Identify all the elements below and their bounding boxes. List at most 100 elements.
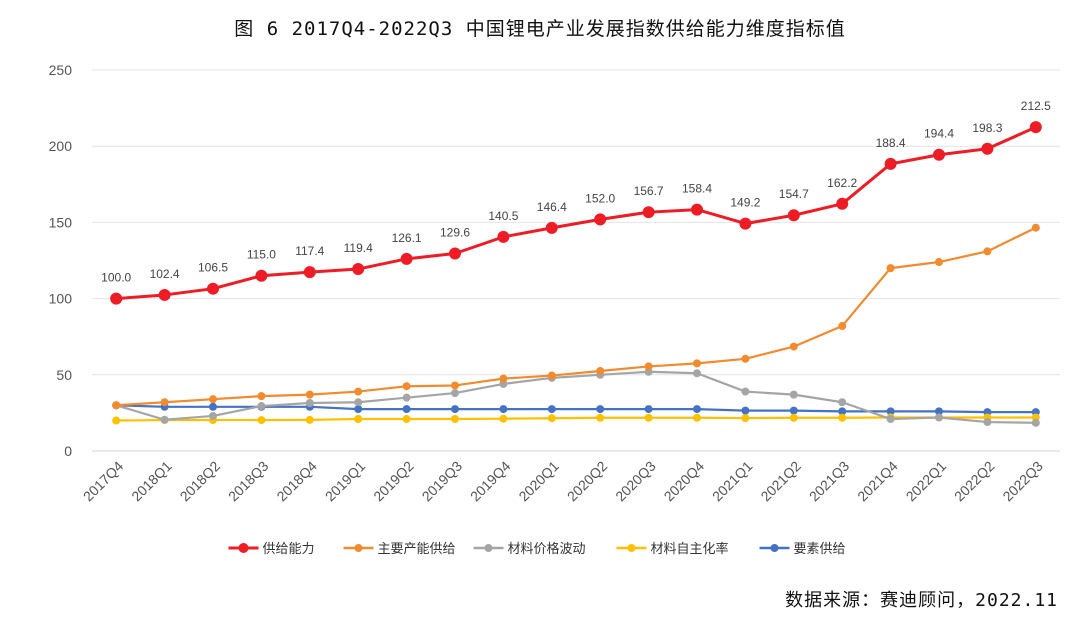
data-point — [594, 213, 607, 226]
y-tick-label: 50 — [56, 367, 72, 383]
data-point — [596, 413, 605, 422]
data-point — [693, 359, 701, 368]
legend-swatch-marker — [354, 544, 363, 552]
data-point — [547, 405, 556, 414]
data-point — [497, 230, 510, 243]
data-point — [789, 342, 798, 351]
legend-item: 材料价格波动 — [473, 541, 586, 557]
data-label: 102.4 — [150, 267, 180, 281]
data-point — [257, 392, 266, 401]
data-point — [402, 393, 411, 402]
data-point — [303, 266, 316, 279]
legend-label: 主要产能供给 — [378, 542, 456, 557]
x-tick-label: 2018Q3 — [225, 458, 272, 505]
data-point — [1031, 418, 1040, 427]
data-point — [305, 398, 314, 407]
x-tick-label: 2018Q1 — [128, 458, 175, 505]
data-point — [207, 282, 219, 295]
y-tick-label: 100 — [49, 291, 73, 307]
y-tick-label: 150 — [49, 214, 73, 230]
data-point — [499, 414, 508, 423]
data-point — [983, 418, 992, 427]
data-point — [451, 414, 459, 423]
data-point — [693, 413, 701, 422]
series-line — [116, 416, 1036, 422]
data-point — [596, 366, 605, 375]
data-point — [789, 413, 798, 422]
data-point — [112, 401, 121, 410]
x-tick-label: 2020Q3 — [612, 458, 659, 505]
data-point — [158, 288, 171, 301]
data-point — [838, 407, 847, 416]
legend-label: 材料自主化率 — [651, 541, 729, 557]
data-point — [400, 252, 413, 265]
x-tick-label: 2018Q2 — [177, 458, 224, 505]
data-label: 188.4 — [876, 136, 906, 150]
data-point — [741, 406, 750, 415]
legend-item: 供给能力 — [228, 542, 315, 557]
data-point — [933, 148, 945, 161]
data-label: 106.5 — [198, 261, 228, 275]
data-label: 212.5 — [1021, 99, 1051, 113]
data-point — [596, 405, 605, 414]
data-label: 100.0 — [101, 271, 131, 285]
data-point — [838, 398, 847, 407]
legend-label: 要素供给 — [794, 542, 846, 557]
data-point — [255, 269, 268, 282]
data-point — [354, 405, 363, 414]
data-point — [209, 411, 217, 420]
data-point — [739, 217, 752, 230]
data-source-note: 数据来源：赛迪顾问，2022.11 — [785, 590, 1058, 611]
data-point — [257, 402, 266, 411]
data-point — [451, 381, 459, 390]
data-point — [789, 390, 798, 399]
data-point — [838, 413, 847, 422]
data-point — [741, 414, 750, 423]
data-point — [352, 263, 365, 276]
data-point — [160, 398, 169, 407]
data-label: 158.4 — [682, 182, 712, 196]
legend-swatch-marker — [627, 544, 636, 552]
data-point — [644, 405, 653, 414]
data-label: 198.3 — [972, 121, 1002, 135]
data-point — [451, 405, 459, 414]
data-point — [499, 374, 508, 383]
data-point — [547, 414, 556, 423]
x-tick-label: 2021Q1 — [709, 458, 756, 505]
legend-swatch-marker — [484, 544, 493, 552]
chart-title: 图 6 2017Q4-2022Q3 中国锂电产业发展指数供给能力维度指标值 — [234, 18, 846, 40]
data-point — [110, 292, 123, 305]
data-label: 140.5 — [488, 209, 518, 223]
x-tick-label: 2021Q3 — [806, 458, 853, 505]
legend-item: 材料自主化率 — [616, 541, 729, 557]
data-label: 154.7 — [779, 187, 809, 201]
legend-swatch-marker — [770, 544, 779, 552]
x-tick-label: 2019Q2 — [370, 458, 417, 505]
legend-item: 要素供给 — [759, 542, 846, 557]
data-point — [305, 390, 314, 399]
series-line — [116, 226, 1037, 407]
data-label: 146.4 — [537, 200, 567, 214]
x-tick-label: 2021Q2 — [757, 458, 804, 505]
data-point — [886, 414, 895, 423]
x-tick-label: 2022Q1 — [903, 458, 950, 505]
series-line — [116, 125, 1037, 301]
x-tick-label: 2017Q4 — [80, 458, 127, 505]
data-point — [693, 405, 701, 414]
data-label: 119.4 — [344, 241, 373, 255]
data-point — [741, 387, 750, 396]
data-point — [449, 247, 461, 260]
data-point — [789, 406, 798, 415]
series-line — [116, 404, 1036, 414]
legend-label: 供给能力 — [263, 542, 315, 557]
legend-item: 主要产能供给 — [343, 542, 456, 557]
data-point — [354, 398, 363, 407]
data-point — [642, 206, 655, 219]
data-point — [209, 402, 217, 411]
data-label: 156.7 — [634, 184, 664, 198]
x-tick-label: 2022Q2 — [951, 458, 998, 505]
data-point — [402, 414, 411, 423]
x-tick-label: 2020Q2 — [564, 458, 611, 505]
data-label: 117.4 — [295, 244, 324, 258]
